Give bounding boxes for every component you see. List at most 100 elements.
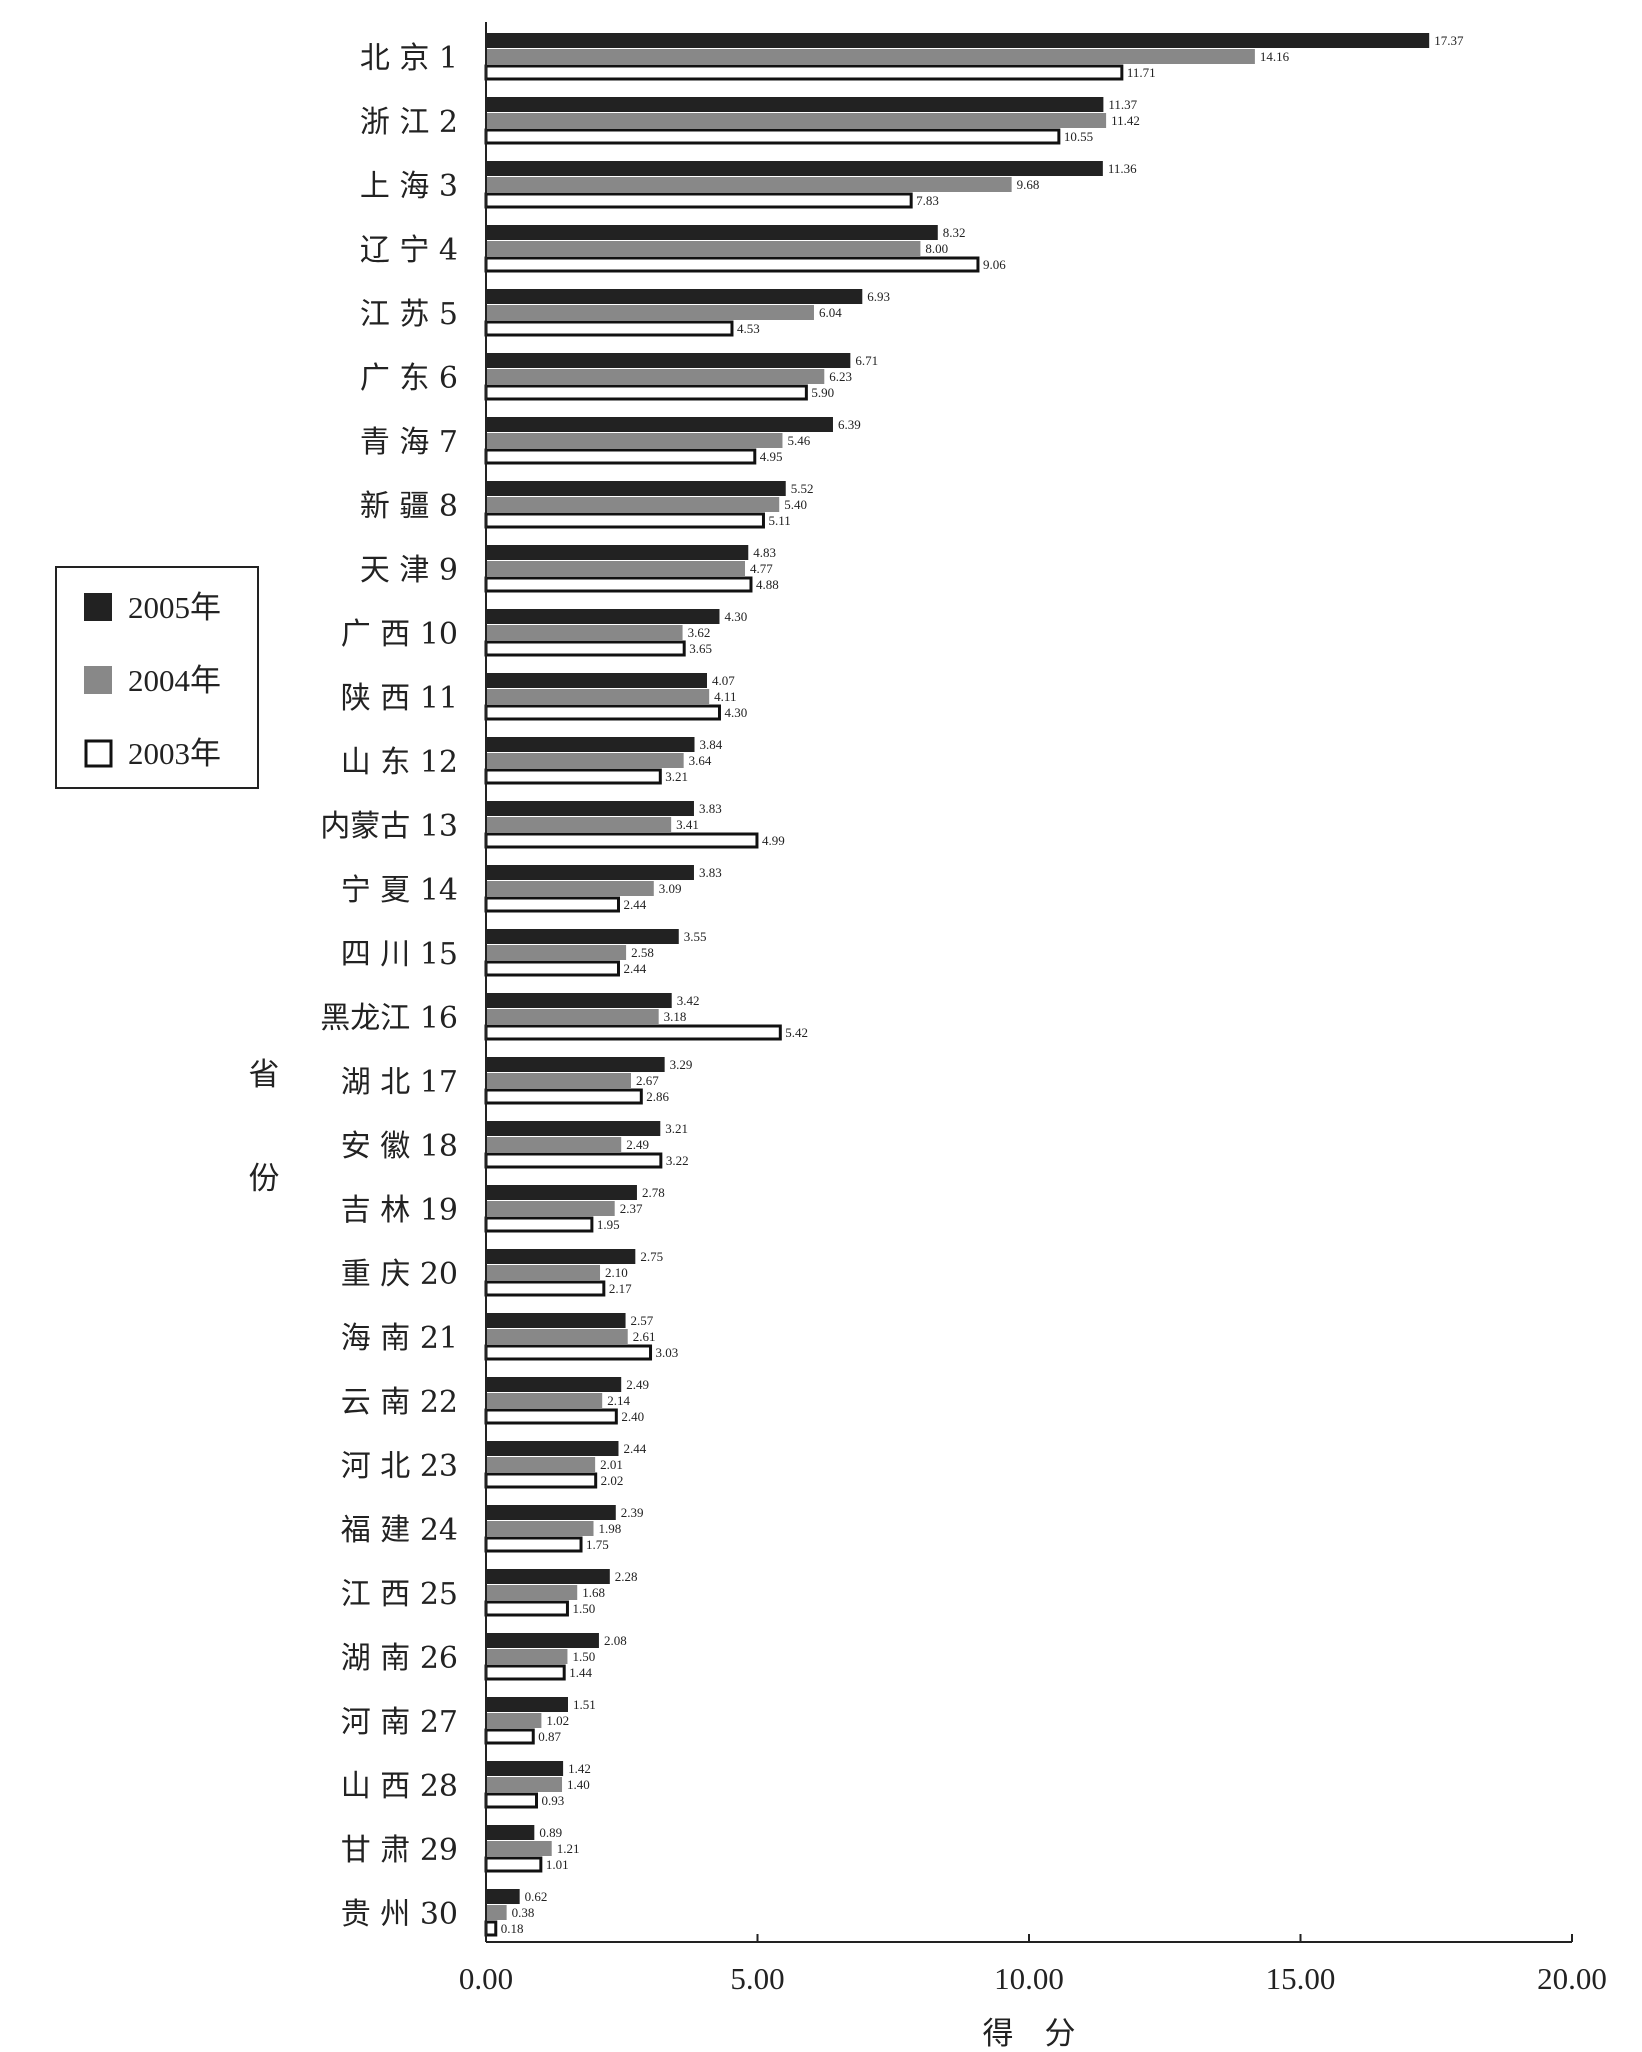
bar-2005 <box>486 1057 665 1072</box>
data-label: 3.84 <box>700 737 723 752</box>
bar-2004 <box>486 561 746 576</box>
data-label: 9.68 <box>1017 177 1040 192</box>
bar-2003 <box>484 512 765 529</box>
category-label: 河 北 23 <box>341 1449 458 1484</box>
bar-2004 <box>486 1649 568 1664</box>
category-label: 重 庆 20 <box>341 1257 458 1292</box>
legend: 2005年 2004年 2003年 <box>55 566 259 789</box>
data-label: 5.40 <box>784 497 807 512</box>
bar-2004 <box>486 241 921 256</box>
data-label: 2.01 <box>600 1457 623 1472</box>
bar-2005 <box>486 97 1104 112</box>
bar-2004 <box>486 1137 622 1152</box>
data-label: 1.75 <box>586 1537 609 1552</box>
x-tick-label: 10.00 <box>994 1961 1064 1996</box>
data-label: 1.98 <box>599 1521 622 1536</box>
category-label: 天 津 9 <box>360 553 458 588</box>
data-label: 3.21 <box>665 1121 688 1136</box>
data-label: 2.58 <box>631 945 654 960</box>
data-label: 2.49 <box>626 1377 649 1392</box>
bar-2003 <box>484 960 620 977</box>
bar-2005 <box>486 737 695 752</box>
data-label: 17.37 <box>1434 33 1464 48</box>
data-label: 11.37 <box>1108 97 1137 112</box>
bar-2004 <box>486 753 684 768</box>
bar-2004 <box>486 433 783 448</box>
legend-swatch <box>84 593 112 621</box>
data-label: 4.30 <box>724 705 747 720</box>
bar-2003 <box>484 640 686 657</box>
category-label: 贵 州 30 <box>341 1897 458 1932</box>
data-label: 1.21 <box>557 1841 580 1856</box>
bar-2003 <box>484 1664 566 1681</box>
category-label: 上 海 3 <box>360 169 458 204</box>
bar-2003 <box>484 1792 538 1809</box>
bar-2003 <box>484 1024 782 1041</box>
data-label: 10.55 <box>1064 129 1093 144</box>
data-label: 3.83 <box>699 801 722 816</box>
bar-2004 <box>486 1265 601 1280</box>
bar-2005 <box>486 1633 599 1648</box>
bar-2005 <box>486 1505 616 1520</box>
data-label: 0.87 <box>538 1729 561 1744</box>
y-axis-title: 份 <box>249 1161 280 1197</box>
category-label: 辽 宁 4 <box>360 233 458 268</box>
bar-2003 <box>484 384 808 401</box>
bar-2005 <box>486 481 786 496</box>
category-label: 海 南 21 <box>341 1321 458 1356</box>
legend-label: 2004年 <box>128 663 221 698</box>
data-label: 6.04 <box>819 305 842 320</box>
bar-2004 <box>486 689 710 704</box>
bar-2004 <box>486 1201 615 1216</box>
data-label: 1.02 <box>546 1713 569 1728</box>
category-label: 浙 江 2 <box>360 105 458 140</box>
bar-2005 <box>486 673 708 688</box>
data-label: 4.53 <box>737 321 760 336</box>
data-label: 5.46 <box>787 433 810 448</box>
bar-2004 <box>486 1393 603 1408</box>
data-label: 4.95 <box>760 449 783 464</box>
category-label: 广 西 10 <box>341 617 458 652</box>
bar-2005 <box>486 1825 535 1840</box>
data-label: 11.71 <box>1127 65 1156 80</box>
data-label: 2.75 <box>640 1249 663 1264</box>
bar-2005 <box>486 33 1430 48</box>
data-label: 1.95 <box>597 1217 620 1232</box>
bar-2003 <box>484 768 662 785</box>
data-label: 8.32 <box>943 225 966 240</box>
category-label: 四 川 15 <box>341 937 458 972</box>
data-label: 3.62 <box>688 625 711 640</box>
data-label: 11.36 <box>1108 161 1137 176</box>
bar-2004 <box>486 1073 631 1088</box>
bar-2003 <box>484 1280 606 1297</box>
category-label: 广 东 6 <box>360 361 458 396</box>
data-label: 2.44 <box>623 897 646 912</box>
data-label: 1.50 <box>572 1649 595 1664</box>
bar-2003 <box>484 1920 498 1937</box>
bar-2004 <box>486 177 1012 192</box>
data-label: 2.67 <box>636 1073 659 1088</box>
data-label: 2.28 <box>615 1569 638 1584</box>
data-label: 2.86 <box>646 1089 669 1104</box>
category-label: 湖 南 26 <box>341 1641 458 1676</box>
data-label: 6.39 <box>838 417 861 432</box>
category-label: 黑龙江 16 <box>320 1001 458 1036</box>
bar-2005 <box>486 929 679 944</box>
bar-2004 <box>486 1777 563 1792</box>
bar-2004 <box>486 369 825 384</box>
bar-2003 <box>484 704 721 721</box>
x-tick-label: 15.00 <box>1266 1961 1336 1996</box>
axis-layer: 0.00 5.00 10.00 15.00 20.00 得 分 省份 <box>249 22 1607 2052</box>
category-label: 宁 夏 14 <box>341 873 458 908</box>
data-label: 8.00 <box>925 241 948 256</box>
data-label: 0.62 <box>525 1889 548 1904</box>
x-tick-label: 5.00 <box>730 1961 784 1996</box>
category-label: 云 南 22 <box>341 1385 458 1420</box>
bar-2003 <box>484 1728 535 1745</box>
data-label: 3.22 <box>666 1153 689 1168</box>
y-axis-title: 省 <box>249 1057 280 1093</box>
data-label: 1.44 <box>569 1665 592 1680</box>
data-label: 6.93 <box>867 289 890 304</box>
bar-2003 <box>484 1344 653 1361</box>
